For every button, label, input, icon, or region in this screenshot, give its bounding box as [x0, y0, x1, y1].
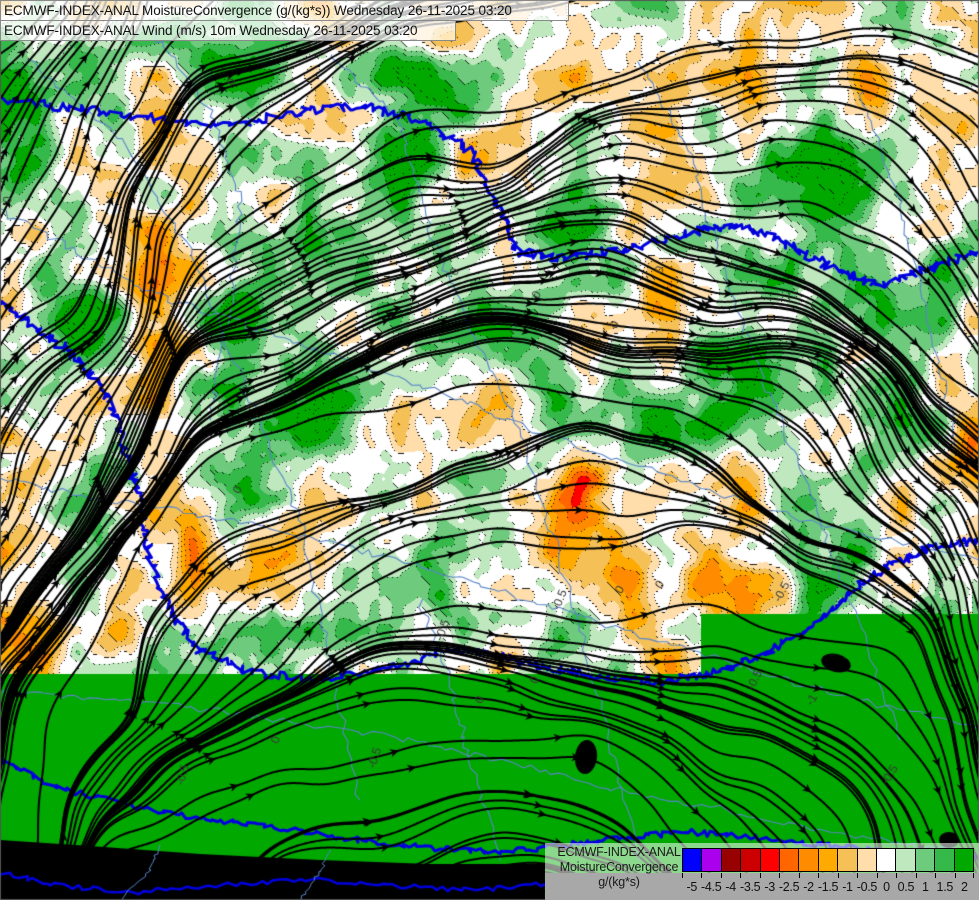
colorbar-swatch	[702, 849, 722, 871]
colorbar-swatch	[818, 849, 839, 871]
colorbar-tickmark	[740, 873, 742, 878]
legend-caption: ECMWF-INDEX-ANAL MoistureConvergence g/(…	[549, 843, 689, 900]
colorbar-swatch	[915, 849, 936, 871]
colorbar-tick-label: -4.5	[701, 880, 722, 894]
colorbar-tickmark	[818, 873, 820, 878]
colorbar-tickmark	[759, 873, 761, 878]
legend-line-units: g/(kg*s)	[598, 875, 640, 889]
colorbar-tick-label: -3.5	[739, 880, 761, 894]
colorbar-swatch	[741, 849, 761, 871]
colorbar-tick-label: 1.5	[936, 880, 954, 894]
colorbar-swatch	[721, 849, 742, 871]
colorbar-tickmark	[837, 873, 839, 878]
legend-lower-band	[545, 873, 979, 900]
legend-panel: ECMWF-INDEX-ANAL MoistureConvergence g/(…	[545, 843, 979, 900]
legend-line-variable: MoistureConvergence	[559, 860, 679, 874]
colorbar-tick-label: 2	[960, 880, 968, 894]
colorbar-tick-label: 1	[922, 880, 929, 894]
title-wind: ECMWF-INDEX-ANAL Wind (m/s) 10m Wednesda…	[0, 20, 456, 41]
colorbar-swatch	[896, 849, 916, 871]
colorbar-swatch	[760, 849, 781, 871]
title-moisture-convergence: ECMWF-INDEX-ANAL MoistureConvergence (g/…	[0, 0, 569, 21]
colorbar-tick-label: -3	[764, 880, 775, 894]
colorbar-swatch	[877, 849, 897, 871]
colorbar[interactable]	[682, 848, 974, 872]
colorbar-tick-label: -2	[803, 880, 814, 894]
colorbar-tick-label: -2.5	[778, 880, 800, 894]
colorbar-tick-label: -1.5	[817, 880, 839, 894]
colorbar-swatch	[954, 849, 974, 871]
colorbar-tickmark	[973, 873, 974, 878]
colorbar-tickmark	[915, 873, 917, 878]
colorbar-swatch	[683, 849, 703, 871]
colorbar-tick-label: 0	[883, 880, 890, 894]
colorbar-tickmark	[682, 873, 683, 878]
colorbar-tickmark	[857, 873, 859, 878]
colorbar-tick-label: -4	[725, 880, 736, 894]
colorbar-tickmark	[935, 873, 937, 878]
colorbar-swatch	[857, 849, 878, 871]
colorbar-swatch	[780, 849, 800, 871]
colorbar-tickmark	[798, 873, 800, 878]
colorbar-tickmark	[876, 873, 878, 878]
colorbar-tick-label: 0.5	[897, 880, 915, 894]
legend-line-model: ECMWF-INDEX-ANAL	[557, 845, 681, 859]
colorbar-tick-label: -0.5	[856, 880, 878, 894]
colorbar-tick-label: -5	[686, 880, 697, 894]
colorbar-tick-label: -1	[842, 880, 853, 894]
colorbar-swatch	[935, 849, 955, 871]
colorbar-swatch	[799, 849, 819, 871]
colorbar-tickmark	[896, 873, 898, 878]
colorbar-tickmark	[720, 873, 722, 878]
colorbar-tickmark	[701, 873, 703, 878]
colorbar-tickmark	[954, 873, 956, 878]
colorbar-ticks: -5 -4.5 -4 -3.5 -3 -2.5 -2 -1.5 -1 -0.5 0 0.5 1 1.5 2	[682, 873, 974, 899]
colorbar-tickmark	[779, 873, 781, 878]
colorbar-swatch	[838, 849, 858, 871]
